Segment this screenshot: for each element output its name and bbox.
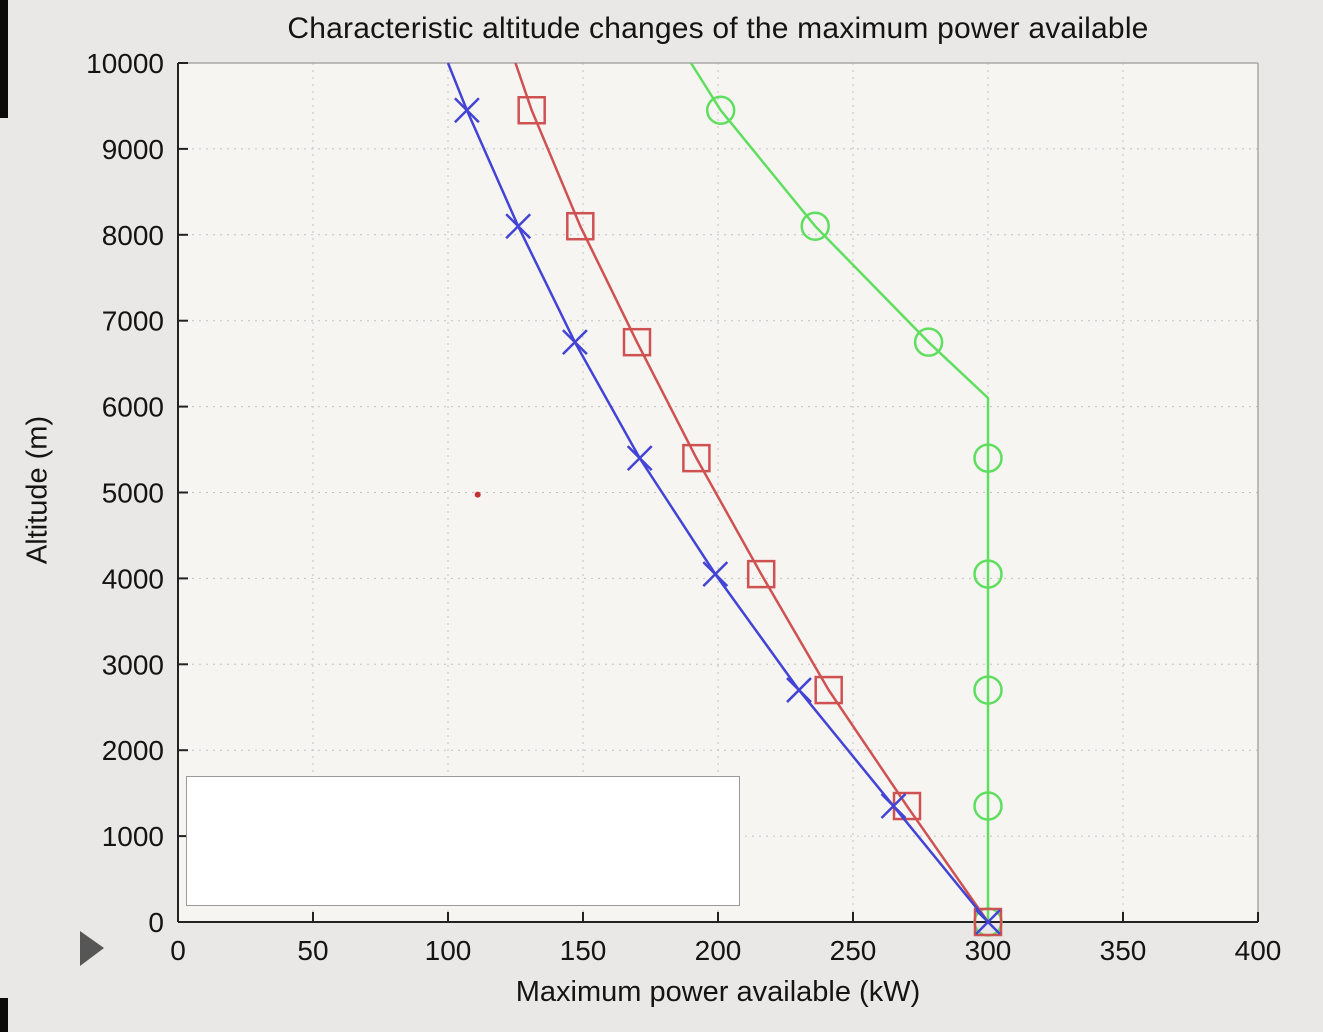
x-tick-label: 400 xyxy=(1235,935,1282,966)
x-tick-label: 300 xyxy=(965,935,1012,966)
series-red-square-marker xyxy=(622,327,652,357)
series-blue-x-marker xyxy=(562,329,588,356)
series-red-square-marker xyxy=(973,907,1003,937)
series-green-circle-marker xyxy=(973,443,1003,473)
y-tick-label: 8000 xyxy=(102,220,164,251)
series-red-square-line xyxy=(514,62,990,923)
chart-title: Characteristic altitude changes of the m… xyxy=(287,12,1149,45)
series-green-circle-marker xyxy=(705,95,736,125)
y-tick-label: 6000 xyxy=(102,392,164,423)
series-blue-x-marker xyxy=(505,213,532,240)
series-green-circle-marker xyxy=(973,559,1003,589)
y-tick-label: 10000 xyxy=(86,48,164,79)
series-blue-x-marker xyxy=(626,445,653,472)
y-tick-label: 1000 xyxy=(102,821,164,852)
x-tick-label: 350 xyxy=(1100,935,1147,966)
y-tick-label: 2000 xyxy=(102,735,164,766)
series-green-circle-marker xyxy=(973,791,1003,821)
series-red-square-marker xyxy=(517,95,546,125)
series-green-circle-marker xyxy=(973,675,1003,705)
series-red-square-marker xyxy=(566,211,595,241)
series-blue-x-marker xyxy=(975,909,1001,935)
series-green-circle-marker xyxy=(913,327,944,357)
series-red-square-marker xyxy=(746,559,776,589)
y-tick-label: 0 xyxy=(148,907,164,938)
screen-edge-artifact xyxy=(0,0,8,118)
series-red-square-marker xyxy=(814,675,843,705)
series-blue-x-marker xyxy=(786,677,812,703)
y-tick-label: 3000 xyxy=(102,649,164,680)
x-tick-label: 150 xyxy=(560,935,607,966)
x-axis-label: Maximum power available (kW) xyxy=(515,976,921,1008)
series-blue-x-marker xyxy=(454,97,480,124)
y-tick-label: 5000 xyxy=(102,478,164,509)
x-tick-label: 100 xyxy=(425,935,472,966)
mouse-cursor-icon xyxy=(78,930,106,970)
y-tick-label: 9000 xyxy=(102,134,164,165)
series-red-square-marker xyxy=(682,443,711,473)
y-tick-label: 7000 xyxy=(102,306,164,337)
x-tick-label: 0 xyxy=(170,935,186,966)
series-green-circle-marker xyxy=(800,211,830,241)
series-green-circle-line xyxy=(689,62,990,922)
screen-edge-artifact xyxy=(0,998,8,1032)
series-blue-x-marker xyxy=(880,793,907,819)
x-tick-label: 200 xyxy=(695,935,742,966)
stray-dot xyxy=(474,491,481,498)
y-tick-label: 4000 xyxy=(102,563,164,594)
legend-box xyxy=(186,776,740,906)
x-tick-label: 250 xyxy=(830,935,877,966)
x-tick-label: 50 xyxy=(297,935,328,966)
series-blue-x-marker xyxy=(702,561,729,587)
